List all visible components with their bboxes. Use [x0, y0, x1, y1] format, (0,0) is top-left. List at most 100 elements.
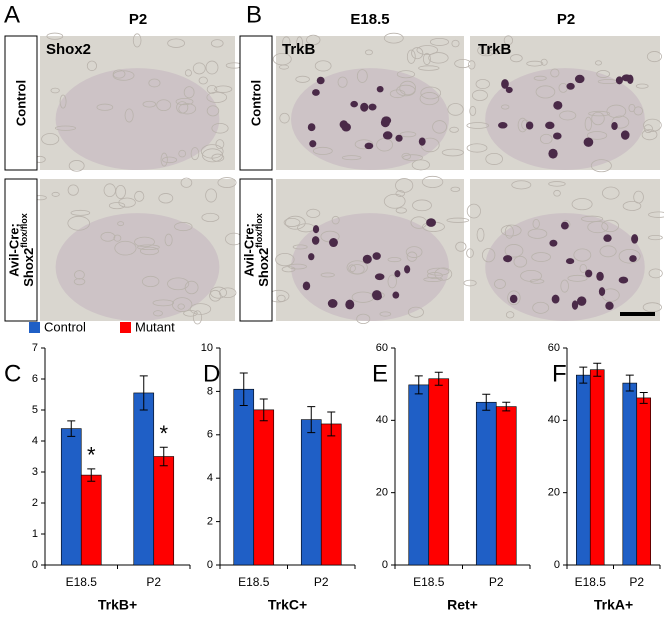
y-tick-label: 20	[376, 487, 388, 499]
texture	[183, 86, 195, 99]
panel-letter: F	[552, 360, 567, 387]
stained-cell	[329, 238, 338, 248]
y-tick-label: 0	[554, 559, 560, 571]
x-tick-label: E18.5	[413, 575, 445, 589]
y-tick-label: 6	[32, 373, 38, 385]
stained-cell	[545, 121, 555, 130]
texture	[306, 208, 321, 218]
stained-cell	[553, 101, 563, 110]
bar	[495, 406, 517, 566]
bar	[320, 423, 342, 566]
y-tick-label: 4	[207, 472, 213, 484]
texture	[167, 277, 190, 291]
texture	[387, 257, 402, 263]
texture	[279, 64, 289, 70]
texture	[217, 177, 237, 188]
texture	[141, 275, 160, 288]
texture	[526, 60, 544, 67]
texture	[70, 209, 91, 216]
texture	[331, 215, 340, 225]
texture	[383, 193, 406, 209]
texture	[505, 311, 515, 319]
texture	[567, 274, 588, 282]
texture	[520, 269, 543, 282]
texture	[73, 278, 86, 286]
stained-cell	[560, 221, 569, 230]
gene: Shox2	[21, 248, 36, 287]
y-tick-label: 5	[32, 404, 38, 416]
texture	[590, 159, 612, 173]
stained-cell	[571, 300, 579, 310]
texture	[611, 115, 630, 129]
stained-cell	[611, 121, 618, 130]
stained-cell	[418, 137, 426, 146]
error-bar	[502, 401, 511, 412]
texture	[399, 80, 416, 96]
texture	[142, 100, 157, 108]
texture	[320, 272, 335, 278]
texture	[113, 234, 122, 242]
panel-letter: D	[203, 360, 220, 387]
texture	[206, 91, 228, 103]
texture	[416, 45, 439, 55]
stained-cell	[374, 273, 385, 281]
texture	[643, 118, 662, 132]
texture	[420, 86, 442, 100]
texture	[285, 215, 306, 230]
legend-label: Mutant	[135, 319, 175, 334]
stained-cell	[615, 76, 623, 85]
texture	[281, 266, 296, 273]
texture	[432, 120, 447, 134]
x-axis-label: TrkB+	[98, 597, 137, 613]
texture	[606, 104, 627, 119]
texture	[595, 60, 602, 66]
texture	[74, 270, 85, 280]
bar	[428, 378, 450, 566]
texture	[596, 70, 611, 78]
bar	[408, 384, 430, 566]
stained-cell	[577, 296, 587, 306]
stained-cell	[498, 121, 508, 129]
texture	[450, 186, 461, 192]
x-tick-label: P2	[489, 575, 504, 589]
texture	[184, 69, 192, 77]
texture	[407, 306, 424, 318]
texture	[160, 152, 168, 167]
texture	[601, 219, 620, 233]
texture	[162, 156, 178, 164]
texture	[175, 97, 194, 106]
texture	[59, 94, 67, 109]
texture	[411, 47, 424, 60]
error-bar	[159, 446, 168, 467]
x-axis-label: Ret+	[447, 597, 478, 613]
y-tick-label: 8	[207, 385, 213, 397]
row-label-box	[4, 178, 38, 322]
stained-cell	[404, 265, 411, 274]
y-tick-label: 40	[548, 414, 560, 426]
y-tick-label: 40	[376, 414, 388, 426]
texture	[559, 110, 577, 121]
x-tick-label: P2	[629, 575, 644, 589]
stained-cell	[360, 102, 369, 112]
texture	[581, 215, 604, 223]
texture	[178, 149, 187, 158]
texture	[532, 301, 550, 314]
stained-cell	[302, 281, 311, 291]
stained-cell	[371, 290, 382, 300]
texture	[171, 297, 193, 312]
texture	[449, 126, 459, 133]
row-label-box	[239, 35, 273, 171]
stained-cell	[505, 86, 513, 94]
column-header: P2	[129, 11, 147, 28]
column-header: E18.5	[350, 11, 389, 28]
stained-cell	[548, 148, 558, 159]
texture	[214, 85, 233, 93]
panel-letter: E	[372, 360, 388, 387]
texture	[198, 76, 208, 85]
stained-cell	[309, 140, 317, 148]
texture	[387, 274, 397, 289]
texture	[356, 313, 371, 325]
bar	[575, 374, 591, 566]
x-tick-label: E18.5	[238, 575, 270, 589]
